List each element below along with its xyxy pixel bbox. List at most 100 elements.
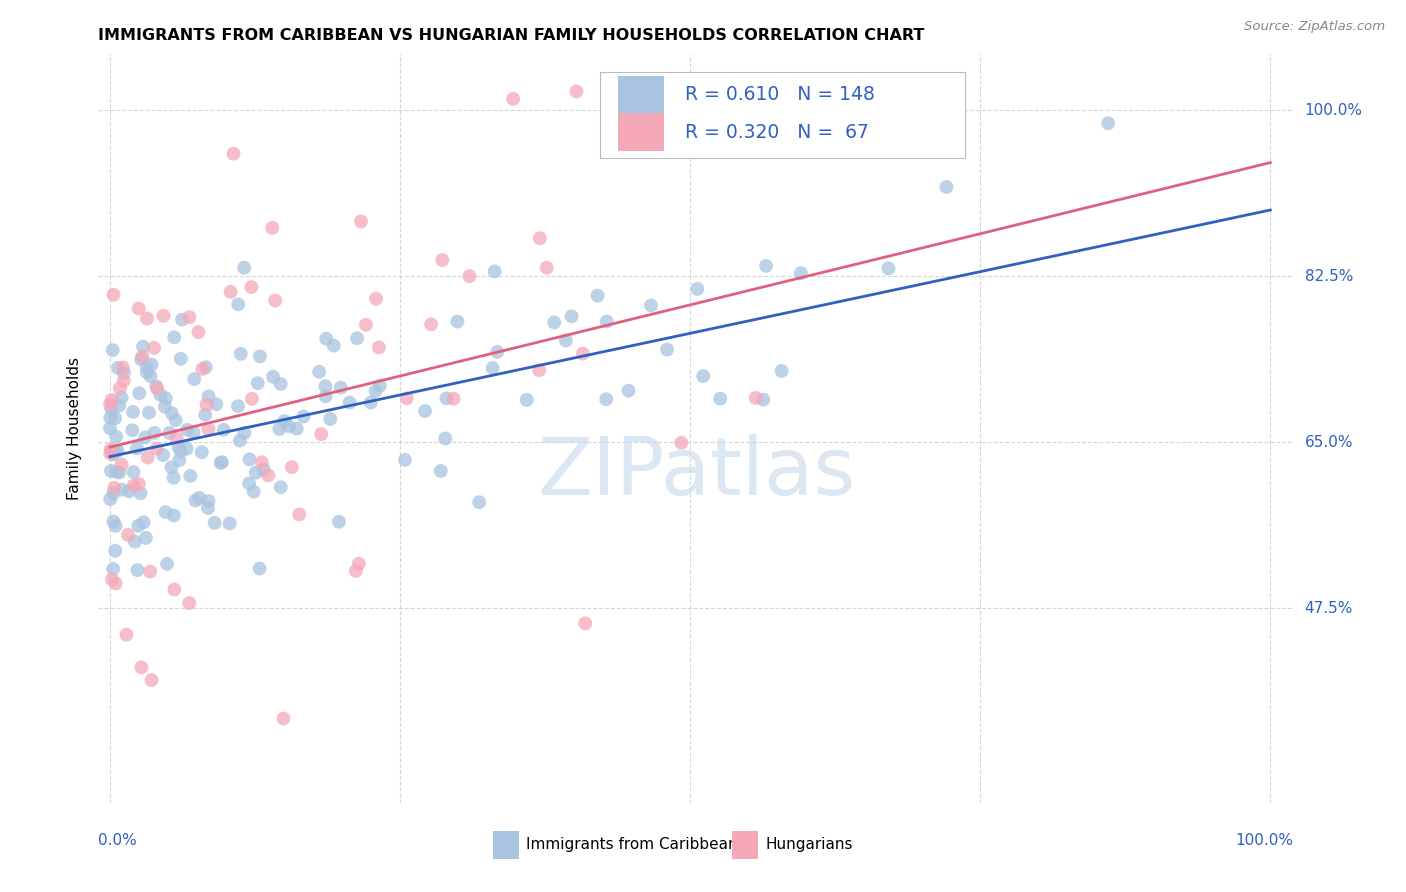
Point [250,455,273,469]
Point [269,422,291,436]
Point [443,392,465,406]
Point [344,564,367,578]
Text: Hungarians: Hungarians [765,838,853,852]
Point [262,220,284,235]
Point [100,401,122,416]
Point [191,362,214,376]
Point [136,365,159,379]
Point [194,408,217,422]
Point [574,616,596,631]
Point [100,444,122,458]
Point [752,392,775,407]
Point [124,534,146,549]
Text: 82.5%: 82.5% [1305,268,1353,284]
Point [245,466,267,480]
Point [240,280,263,294]
Point [179,469,201,483]
Point [315,332,337,346]
Point [101,343,124,357]
Point [238,452,260,467]
Point [187,325,209,339]
Point [314,379,336,393]
Point [184,493,207,508]
Point [329,381,352,395]
Point [197,494,219,508]
Point [458,269,481,284]
Point [167,440,190,454]
Point [360,395,382,409]
Point [516,392,538,407]
Point [288,508,311,522]
Point [135,531,157,545]
Point [240,392,263,406]
Point [529,231,551,245]
Point [226,399,249,413]
Point [617,384,640,398]
Point [98,492,121,507]
Point [229,434,252,448]
Point [481,361,503,376]
Point [131,660,153,674]
Point [176,442,198,456]
Y-axis label: Family Households: Family Households [67,357,83,500]
Point [183,372,205,386]
Point [145,379,167,393]
Point [128,477,150,491]
Point [436,392,458,406]
Point [671,435,693,450]
Point [468,495,491,509]
Point [790,266,813,280]
FancyBboxPatch shape [619,76,664,113]
Point [350,214,373,228]
Point [176,423,198,437]
Point [430,464,453,478]
Point [136,450,159,465]
Point [129,352,152,367]
Point [107,360,129,375]
Point [262,369,284,384]
Point [139,565,162,579]
Point [117,528,139,542]
Point [143,341,166,355]
Point [596,314,619,328]
Point [420,318,443,332]
Point [709,392,731,406]
Point [486,344,509,359]
Text: 65.0%: 65.0% [1305,435,1353,450]
Point [346,331,368,345]
Text: 100.0%: 100.0% [1305,103,1362,118]
Point [112,374,135,388]
Point [554,334,576,348]
Point [233,425,256,440]
Point [561,310,583,324]
Point [155,505,177,519]
Point [565,85,588,99]
Point [103,486,125,500]
Point [204,516,226,530]
Point [149,388,172,402]
Point [1097,116,1119,130]
Point [108,381,131,395]
Point [100,464,122,478]
Point [339,395,361,409]
Point [502,92,524,106]
Point [484,264,506,278]
Point [179,310,201,325]
Point [108,466,131,480]
Point [226,297,249,311]
Point [98,421,121,435]
Point [165,413,187,427]
FancyBboxPatch shape [733,830,758,859]
Point [118,484,141,499]
Point [103,287,125,301]
Point [190,445,212,459]
Point [138,406,160,420]
Point [98,397,121,411]
Point [135,359,157,374]
Point [273,414,295,428]
Point [105,465,128,479]
Point [145,442,167,456]
Point [125,442,148,456]
Point [434,432,457,446]
Point [935,180,957,194]
